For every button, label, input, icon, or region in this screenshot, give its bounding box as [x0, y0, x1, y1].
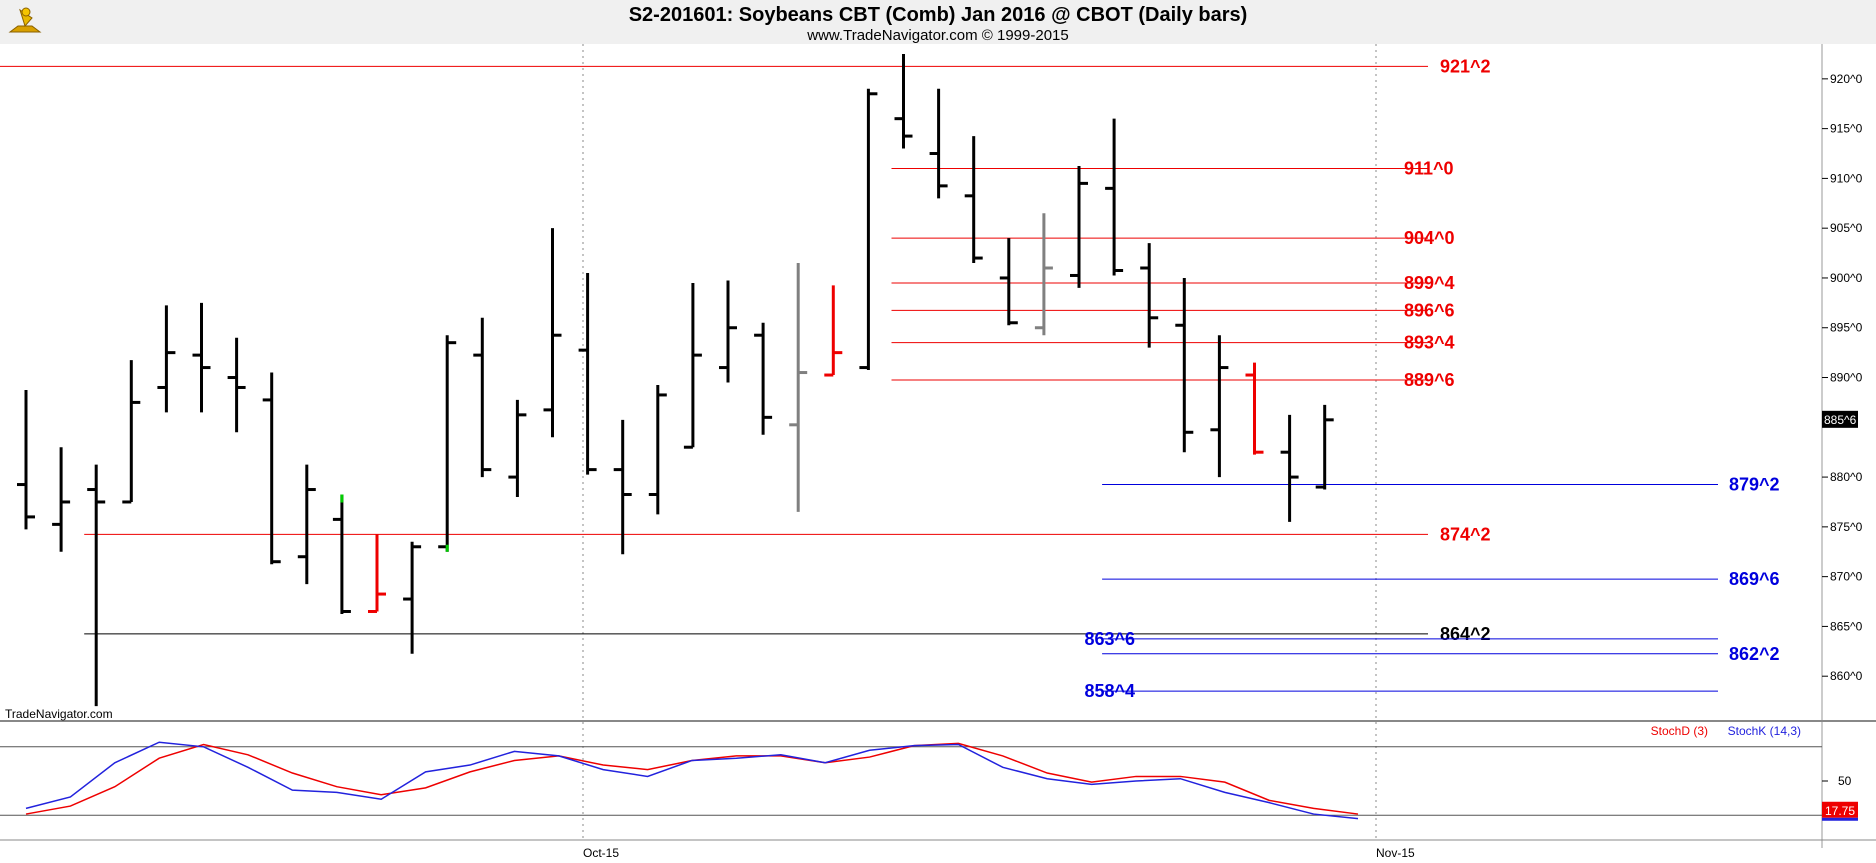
- chart-title: S2-201601: Soybeans CBT (Comb) Jan 2016 …: [629, 4, 1248, 26]
- price-tick-label: 865^0: [1830, 619, 1863, 633]
- price-tick-label: 905^0: [1830, 221, 1863, 235]
- time-axis: Oct-15 Nov-15: [583, 846, 1415, 860]
- last-price-box: [1822, 410, 1858, 428]
- stoch-last-label: 17.75: [1825, 804, 1855, 818]
- level-label: 858^4: [1084, 681, 1135, 701]
- stochd-line: [25, 742, 1359, 815]
- stochd-legend: StochD (3): [1651, 724, 1708, 738]
- price-tick-label: 880^0: [1830, 470, 1863, 484]
- price-tick-label: 895^0: [1830, 321, 1863, 335]
- watermark: TradeNavigator.com: [5, 707, 113, 721]
- level-label: 899^4: [1404, 273, 1455, 293]
- chart-subtitle: www.TradeNavigator.com © 1999-2015: [806, 27, 1068, 44]
- price-tick-label: 900^0: [1830, 271, 1863, 285]
- price-tick-label: 915^0: [1830, 122, 1863, 136]
- price-tick-label: 910^0: [1830, 171, 1863, 185]
- level-label: 893^4: [1404, 333, 1455, 353]
- price-tick-label: 920^0: [1830, 72, 1863, 86]
- price-tick-label: 860^0: [1830, 669, 1863, 683]
- price-tick-label: 890^0: [1830, 371, 1863, 385]
- level-label: 879^2: [1729, 475, 1780, 495]
- stoch-last-box-k: [1822, 817, 1858, 821]
- date-gridlines: [582, 44, 1377, 840]
- ohlc-bars: [17, 53, 1334, 707]
- stoch-last-box: [1822, 801, 1858, 818]
- price-tick-label: 870^0: [1830, 570, 1863, 584]
- date-label: Oct-15: [583, 846, 619, 860]
- price-axis: 920^0 915^0 910^0 905^0 900^0 895^0 890^0 880^0…: [1822, 72, 1863, 683]
- level-label: 921^2: [1440, 56, 1491, 76]
- price-panel[interactable]: [0, 44, 1822, 721]
- price-tick-label: 875^0: [1830, 520, 1863, 534]
- level-label: 869^6: [1729, 569, 1780, 589]
- stochk-legend: StochK (14,3): [1728, 724, 1801, 738]
- sextant-logo-icon[interactable]: [8, 7, 42, 33]
- title-bar: [0, 0, 1876, 44]
- level-label: 874^2: [1440, 524, 1491, 544]
- stoch-tick-label: 50: [1838, 774, 1852, 788]
- level-label: 864^2: [1440, 624, 1491, 644]
- level-label: 862^2: [1729, 644, 1780, 664]
- stochastic-panel[interactable]: 50 17.75: [0, 741, 1858, 821]
- level-label: 889^6: [1404, 370, 1455, 390]
- support-resistance-levels: 921^2 911^0 904^0 899^4 896^6 893^4 889^6 879^2…: [0, 56, 1780, 701]
- level-label: 911^0: [1404, 158, 1454, 178]
- date-label: Nov-15: [1376, 846, 1415, 860]
- level-label: 863^6: [1084, 629, 1135, 649]
- last-price-label: 885^6: [1824, 413, 1857, 427]
- stochk-line: [25, 741, 1359, 820]
- level-label: 904^0: [1404, 228, 1455, 248]
- level-label: 896^6: [1404, 300, 1455, 320]
